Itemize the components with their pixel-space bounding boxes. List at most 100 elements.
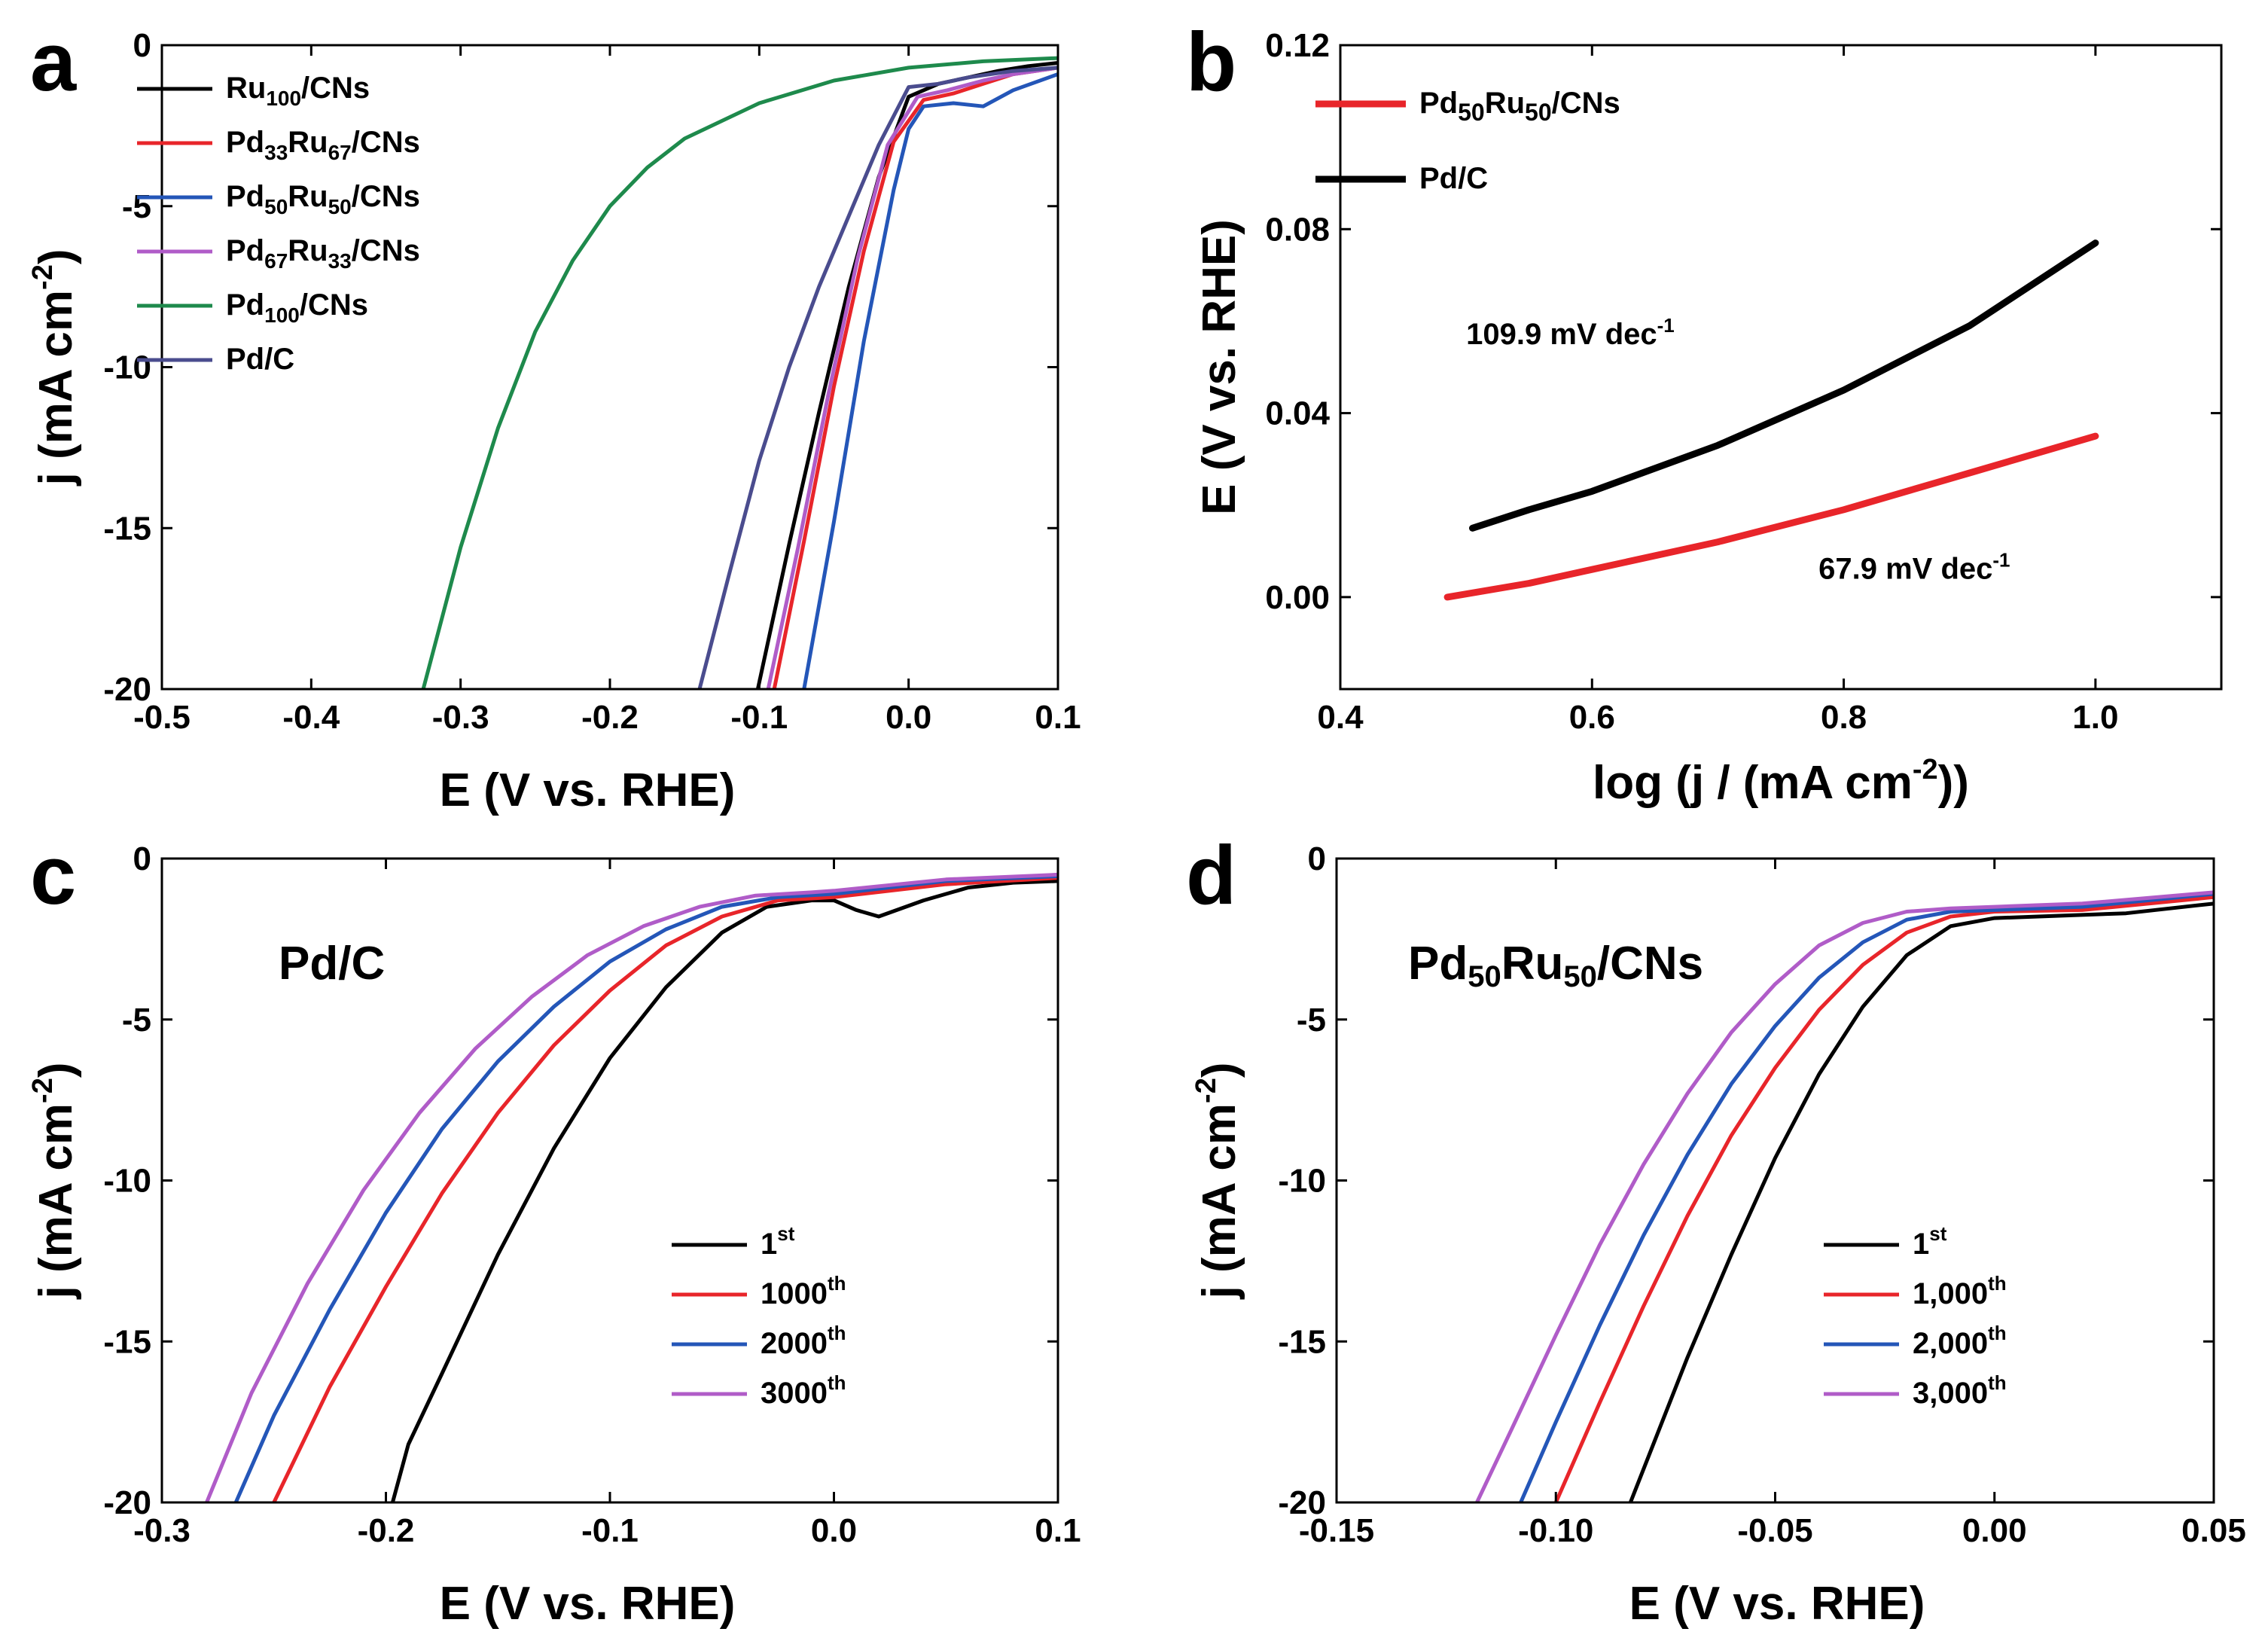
- series-line-1st: [390, 879, 1058, 1502]
- series-line-Pd50Ru50/CNs: [1443, 432, 2099, 601]
- subscript-text: 50: [1525, 99, 1552, 126]
- y-tick-label: -15: [103, 1323, 151, 1360]
- y-tick-label: -20: [103, 671, 151, 708]
- subscript-text: 50: [328, 195, 352, 218]
- y-tick-label: -5: [122, 1002, 151, 1039]
- legend-entry: 2,000th: [1913, 1322, 2007, 1360]
- panel-label: a: [30, 16, 77, 108]
- x-axis-title: E (V vs. RHE): [1629, 1578, 1925, 1630]
- panel-c: c -0.3 -0.2 -0.1 0.0 0.1 0 -5 -10 -15 -20 E (V vs. …: [27, 829, 1081, 1630]
- y-tick-label: -15: [103, 510, 151, 547]
- y-tick-label: 0.08: [1265, 211, 1330, 248]
- subscript-text: 67: [264, 249, 288, 273]
- y-tick-label: -10: [103, 349, 151, 386]
- series-line-Pd100/CNs: [421, 56, 1058, 689]
- x-tick-label: 0.1: [1035, 1512, 1081, 1549]
- subscript-text: 50: [264, 195, 288, 218]
- series-line-2000th: [233, 874, 1058, 1502]
- series-line-2,000th: [1519, 892, 2214, 1502]
- y-tick-label: -5: [1297, 1002, 1326, 1039]
- x-tick-label: -0.4: [282, 699, 340, 736]
- x-tick-label: 0.0: [886, 699, 931, 736]
- series-line-Pd67Ru33/CNs: [766, 66, 1058, 689]
- legend-entry: Pd/C: [1419, 162, 1488, 195]
- x-tick-label: -0.3: [133, 1512, 191, 1549]
- subscript-text: 100: [266, 87, 301, 110]
- in-plot-title: Pd/C: [279, 938, 385, 990]
- panel-label: b: [1186, 16, 1236, 108]
- superscript-text: -1: [1992, 548, 2010, 571]
- y-tick-label: -20: [1278, 1484, 1326, 1521]
- legend-entry: Pd100/CNs: [226, 288, 368, 327]
- x-tick-label: 1.0: [2072, 699, 2118, 736]
- panel-a: a -0.5 -0.4 -0.3 -0.2 -0.1 0.0 0.1 0 -5 -10 -15 -20 E…: [27, 16, 1081, 816]
- superscript-text: th: [1988, 1272, 2007, 1295]
- series-line-Pd/C: [1469, 239, 2099, 532]
- series-lines: [1443, 239, 2099, 601]
- y-axis-title: j (mA cm-2): [27, 249, 82, 487]
- subscript-text: 50: [1468, 960, 1501, 993]
- series-line-3,000th: [1474, 890, 2214, 1502]
- x-tick-label: -0.05: [1737, 1512, 1812, 1549]
- y-tick-label: 0: [133, 27, 151, 64]
- legend-entry: 2000th: [761, 1322, 846, 1360]
- superscript-text: -1: [1657, 314, 1675, 337]
- y-tick-label: 0: [133, 840, 151, 877]
- x-axis-title: E (V vs. RHE): [440, 1578, 736, 1630]
- legend: 1st 1000th 2000th 3000th: [672, 1222, 846, 1410]
- x-tick-label: 0.4: [1317, 699, 1364, 736]
- y-tick-label: 0.00: [1265, 579, 1330, 616]
- series-line-Pd/C: [697, 66, 1058, 689]
- legend: 1st 1,000th 2,000th 3,000th: [1824, 1222, 2007, 1410]
- legend-entry: 1st: [1913, 1222, 1947, 1261]
- y-tick-label: -20: [103, 1484, 151, 1521]
- in-plot-title: Pd50Ru50/CNs: [1408, 938, 1703, 993]
- superscript-text: th: [828, 1272, 846, 1295]
- panel-d: d -0.15 -0.10 -0.05 0.00 0.05 0 -5 -10 -15 -20 E (V…: [1186, 829, 2246, 1630]
- series-line-1st: [1628, 901, 2214, 1502]
- y-tick-label: -15: [1278, 1323, 1326, 1360]
- x-tick-label: 0.8: [1821, 699, 1867, 736]
- y-tick-label: 0: [1308, 840, 1326, 877]
- y-tick-label: 0.04: [1265, 395, 1330, 432]
- legend-entry: Pd/C: [226, 343, 294, 376]
- y-axis-title: E (V vs. RHE): [1193, 219, 1245, 515]
- series-lines: [205, 872, 1058, 1502]
- x-axis-title: E (V vs. RHE): [440, 764, 736, 816]
- x-tick-label: -0.5: [133, 699, 191, 736]
- y-tick-label: -5: [122, 188, 151, 225]
- series-line-Ru100/CNs: [755, 61, 1058, 689]
- x-tick-label: -0.2: [581, 699, 639, 736]
- x-tick-label: 0.00: [1962, 1512, 2027, 1549]
- panel-label: d: [1186, 829, 1236, 922]
- legend: Ru100/CNs Pd33Ru67/CNs Pd50Ru50/CNs Pd67Ru3…: [137, 72, 420, 376]
- panel-b: b 0.4 0.6 0.8 1.0 0.00 0.04 0.08 0.12 log (j / (m…: [1186, 16, 2223, 809]
- legend-entry: 3000th: [761, 1371, 846, 1410]
- plot-frame: [1339, 44, 2223, 691]
- x-tick-label: -0.15: [1299, 1512, 1374, 1549]
- subscript-text: 67: [328, 141, 352, 164]
- superscript-text: -2: [27, 264, 59, 290]
- subscript-text: 50: [1458, 99, 1485, 126]
- x-tick-label: -0.10: [1518, 1512, 1593, 1549]
- legend-entry: 3,000th: [1913, 1371, 2007, 1410]
- x-tick-label: -0.2: [358, 1512, 415, 1549]
- subscript-text: 33: [328, 249, 352, 273]
- y-tick-label: -10: [1278, 1163, 1326, 1200]
- legend-entry: Pd67Ru33/CNs: [226, 234, 420, 273]
- legend-entry: Pd33Ru67/CNs: [226, 126, 420, 164]
- y-tick-label: 0.12: [1265, 27, 1330, 64]
- series-line-Pd33Ru67/CNs: [772, 66, 1058, 689]
- x-tick-label: 0.0: [811, 1512, 857, 1549]
- x-tick-label: -0.1: [581, 1512, 639, 1549]
- x-tick-label: 0.1: [1035, 699, 1081, 736]
- x-tick-label: -0.3: [432, 699, 489, 736]
- x-tick-label: -0.1: [730, 699, 788, 736]
- series-lines: [1474, 890, 2214, 1502]
- legend-entry: Pd50Ru50/CNs: [1419, 87, 1620, 126]
- y-tick-label: -10: [103, 1163, 151, 1200]
- superscript-text: -2: [1913, 754, 1938, 785]
- subscript-text: 100: [264, 303, 300, 327]
- series-line-3000th: [205, 872, 1058, 1502]
